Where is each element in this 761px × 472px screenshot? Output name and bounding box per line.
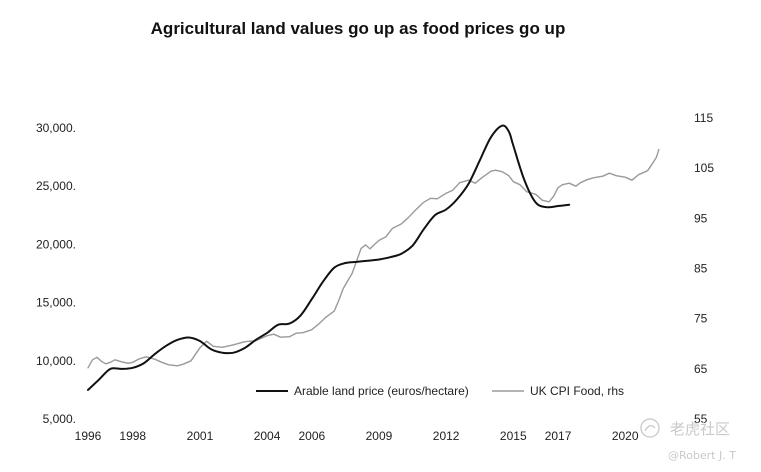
x-tick-label: 2017 (545, 429, 572, 443)
series-line-arable-land-price (87, 124, 571, 391)
right-y-tick-label: 105 (694, 161, 714, 175)
x-tick-label: 2012 (433, 429, 460, 443)
watermark-brand: 老虎社区 (670, 420, 730, 438)
right-y-tick-label: 115 (694, 111, 713, 125)
left-y-tick-label: 10,000. (36, 354, 76, 368)
legend-label-arable-land: Arable land price (euros/hectare) (294, 384, 469, 398)
x-tick-label: 2004 (254, 429, 281, 443)
right-y-tick-label: 85 (694, 262, 708, 276)
chart-title: Agricultural land values go up as food p… (151, 19, 566, 38)
x-tick-label: 1996 (75, 429, 102, 443)
x-tick-label: 1998 (119, 429, 146, 443)
right-y-tick-label: 75 (694, 312, 708, 326)
x-tick-label: 2020 (612, 429, 639, 443)
legend: Arable land price (euros/hectare) UK CPI… (256, 384, 624, 398)
x-tick-label: 2001 (187, 429, 214, 443)
left-y-tick-label: 5,000. (43, 412, 76, 426)
left-y-tick-label: 15,000. (36, 296, 76, 310)
series-line-uk-cpi-food (87, 148, 660, 369)
left-y-tick-label: 20,000. (36, 237, 76, 251)
x-axis: 1996 1998 2001 2004 2006 2009 2012 2015 2017 2020 (75, 429, 639, 443)
x-tick-label: 2006 (298, 429, 325, 443)
x-tick-label: 2009 (366, 429, 393, 443)
legend-label-uk-cpi-food: UK CPI Food, rhs (530, 384, 624, 398)
left-y-tick-label: 30,000. (36, 121, 76, 135)
left-y-tick-label: 25,000. (36, 179, 76, 193)
right-y-tick-label: 65 (694, 362, 708, 376)
right-y-axis: 55 65 75 85 95 105 115 (694, 111, 714, 426)
watermark-logo-icon (640, 418, 660, 438)
watermark-author: @Robert J. T (668, 449, 736, 462)
left-y-axis: 5,000. 10,000. 15,000. 20,000. 25,000. 30,000… (36, 121, 76, 426)
x-tick-label: 2015 (500, 429, 527, 443)
watermark: 老虎社区 @Robert J. T (640, 418, 736, 462)
series-layer (87, 124, 660, 391)
right-y-tick-label: 55 (694, 412, 708, 426)
right-y-tick-label: 95 (694, 211, 708, 225)
